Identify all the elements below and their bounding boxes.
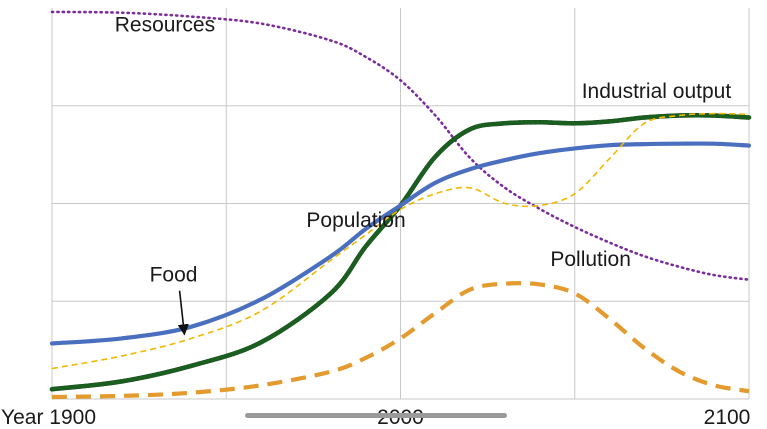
label-resources: Resources	[115, 13, 215, 36]
x-axis-ticks: Year 190020002100	[1, 406, 750, 429]
series-line-population	[49, 141, 752, 346]
annotations: Resources Industrial output Population Poll…	[115, 13, 732, 336]
x-tick-label: 2100	[704, 406, 751, 429]
label-population: Population	[306, 209, 405, 232]
x-tick-label: Year 1900	[1, 406, 96, 429]
series-line-resources	[50, 10, 751, 281]
label-pollution: Pollution	[550, 248, 631, 271]
scroll-indicator[interactable]	[245, 413, 507, 418]
label-industrial-output: Industrial output	[582, 80, 732, 103]
series-line-industrial-output	[49, 113, 752, 392]
label-food: Food	[150, 264, 198, 287]
series-group	[49, 10, 752, 400]
series-line-food	[51, 112, 750, 370]
series-line-pollution	[51, 281, 750, 400]
arrow-food	[177, 290, 189, 336]
